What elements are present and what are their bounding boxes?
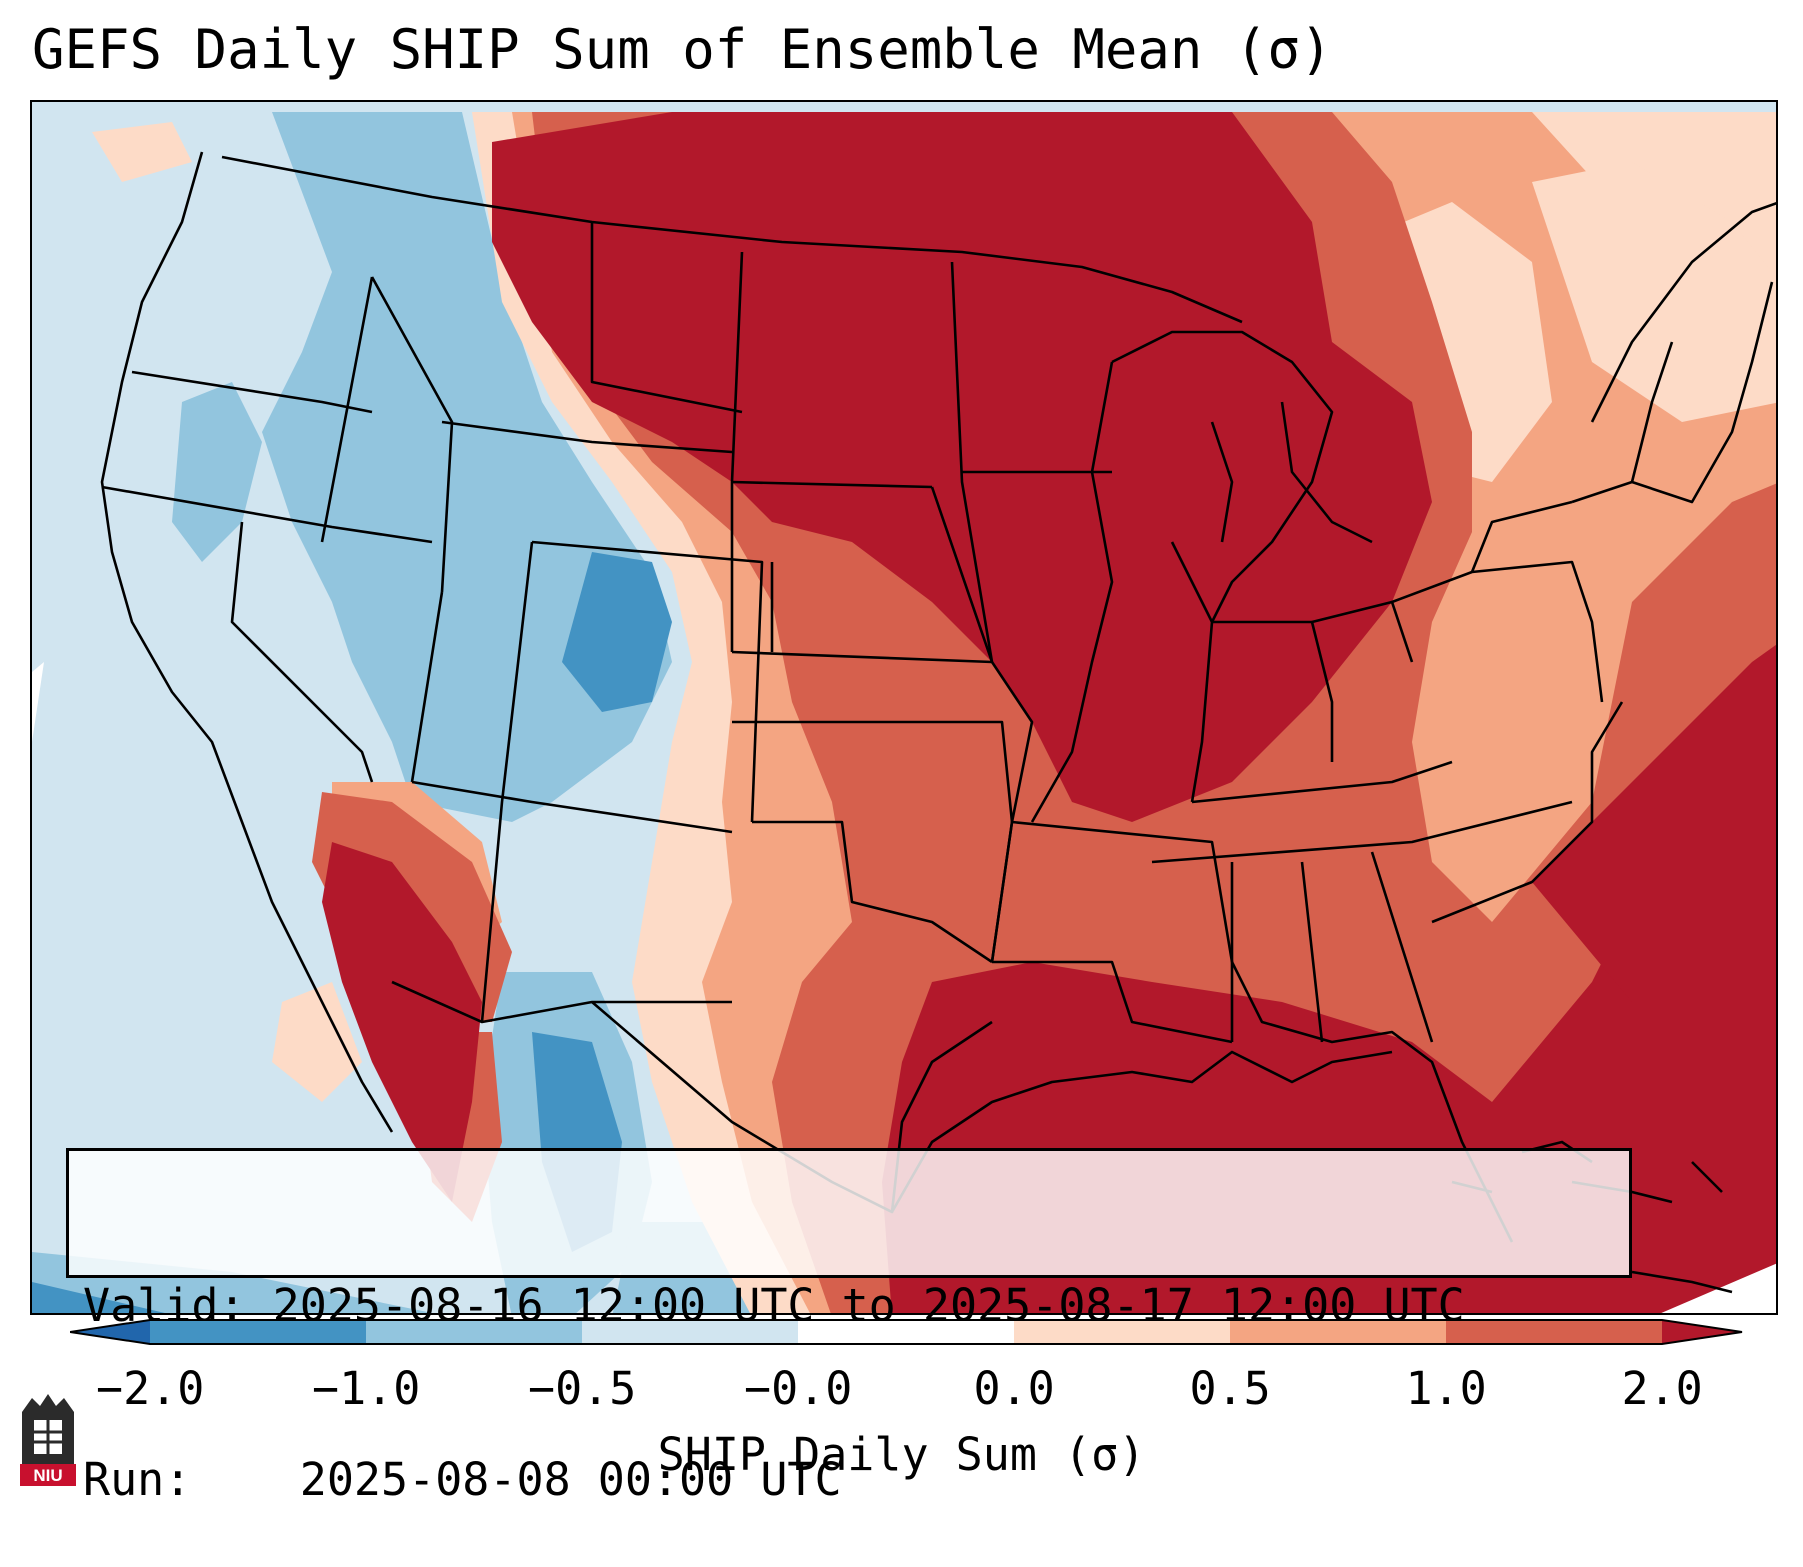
chart-title: GEFS Daily SHIP Sum of Ensemble Mean (σ) bbox=[32, 18, 1333, 81]
colorbar-label: SHIP Daily Sum (σ) bbox=[657, 1428, 1146, 1481]
state-boundaries bbox=[100, 151, 1776, 1243]
colorbar-tick-label: −1.0 bbox=[312, 1362, 421, 1415]
colorbar-tick-label: 2.0 bbox=[1621, 1362, 1703, 1415]
colorbar-tick-label: 0.0 bbox=[973, 1362, 1055, 1415]
colorbar-segment bbox=[1446, 1320, 1662, 1344]
run-label: Run: bbox=[83, 1453, 192, 1506]
colorbar-tick-label: −2.0 bbox=[96, 1362, 205, 1415]
colorbar-segment bbox=[366, 1320, 582, 1344]
colorbar-tick-label: −0.0 bbox=[744, 1362, 853, 1415]
run-value: 2025-08-08 00:00 UTC bbox=[299, 1453, 842, 1506]
colorbar-segment bbox=[150, 1320, 366, 1344]
valid-time-box: Valid: 2025-08-16 12:00 UTC to 2025-08-1… bbox=[66, 1148, 1632, 1506]
colorbar-outline bbox=[70, 1319, 1743, 1345]
colorbar bbox=[70, 1319, 1743, 1345]
map-panel bbox=[30, 100, 1778, 1315]
niu-logo: NIU bbox=[20, 1394, 76, 1486]
colorbar-segment bbox=[1014, 1320, 1230, 1344]
run-row: Run: 2025-08-08 00:00 UTC bbox=[83, 1451, 1615, 1509]
shaded-map bbox=[32, 102, 1776, 1313]
colorbar-extend-low bbox=[70, 1320, 150, 1344]
colorbar-extend-high bbox=[1662, 1320, 1742, 1344]
colorbar-segment bbox=[582, 1320, 798, 1344]
no-data-corner bbox=[1661, 1263, 1776, 1313]
logo-text: NIU bbox=[33, 1466, 62, 1485]
no-data-edge bbox=[32, 662, 44, 742]
colorbar-tick-label: −0.5 bbox=[528, 1362, 637, 1415]
colorbar-segment bbox=[798, 1320, 1014, 1344]
colorbar-segment bbox=[1230, 1320, 1446, 1344]
colorbar-tick-label: 0.5 bbox=[1189, 1362, 1271, 1415]
colorbar-tick-label: 1.0 bbox=[1405, 1362, 1487, 1415]
